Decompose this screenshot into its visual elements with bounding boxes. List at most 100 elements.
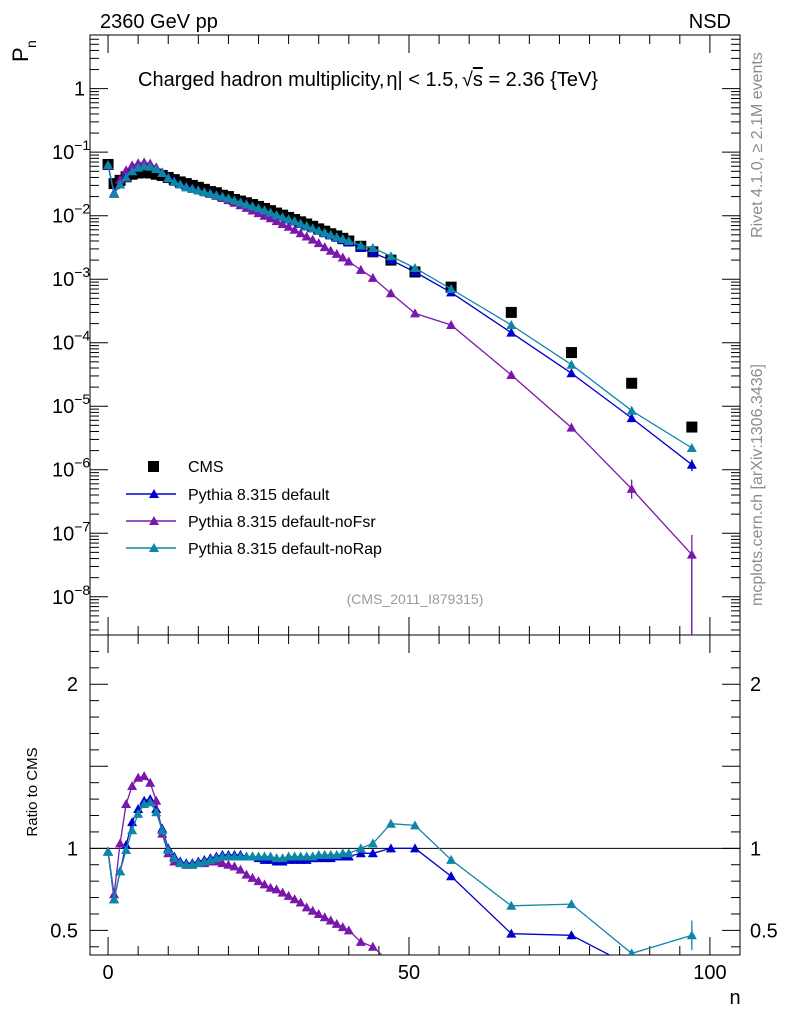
ratio-point-pythia-8-315-default-norap xyxy=(163,844,174,854)
y-tick-label-base: 10 xyxy=(52,269,74,291)
point-pythia-8-315-default-norap xyxy=(289,216,300,226)
point-cms xyxy=(686,421,698,433)
legend-marker-nofsr xyxy=(149,516,159,525)
ratio-point-pythia-8-315-default-nofsr xyxy=(289,894,300,904)
rivet-version-label: Rivet 4.1.0, ≥ 2.1M events xyxy=(749,52,766,238)
point-pythia-8-315-default-norap xyxy=(283,214,294,224)
legend-marker-norap xyxy=(149,543,159,552)
legend-label-cms: CMS xyxy=(188,459,224,476)
point-pythia-8-315-default-norap xyxy=(229,195,240,205)
plot-title-eta: η xyxy=(386,69,397,91)
point-pythia-8-315-default-norap xyxy=(410,263,420,273)
y-tick-label: 1 xyxy=(74,79,85,101)
legend-label-norap: Pythia 8.315 default-noRap xyxy=(188,541,382,558)
point-pythia-8-315-default-nofsr xyxy=(446,320,457,330)
point-pythia-8-315-default-norap xyxy=(355,240,366,250)
y-tick-label-base: 10 xyxy=(52,460,74,482)
ratio-point-pythia-8-315-default-nofsr xyxy=(247,872,258,882)
y-tick-label-exp: −2 xyxy=(74,201,90,217)
point-pythia-8-315-default xyxy=(626,413,637,423)
point-cms xyxy=(144,167,156,179)
ratio-y-tick-label-right: 2 xyxy=(750,674,761,696)
y-tick-label-exp: −3 xyxy=(74,264,90,280)
point-pythia-8-315-default-nofsr xyxy=(289,224,300,234)
mcplots-label: mcplots.cern.ch [arXiv:1306.3436] xyxy=(749,364,766,606)
ratio-point-pythia-8-315-default-nofsr xyxy=(325,915,336,925)
ratio-point-pythia-8-315-default-nofsr xyxy=(295,897,306,907)
point-pythia-8-315-default-norap xyxy=(205,188,216,198)
point-pythia-8-315-default-nofsr xyxy=(121,165,132,175)
ratio-point-pythia-8-315-default-nofsr xyxy=(235,864,246,874)
point-pythia-8-315-default-norap xyxy=(686,442,697,452)
ratio-point-pythia-8-315-default-norap xyxy=(385,818,396,828)
plot-title-text: Charged hadron multiplicity, xyxy=(138,69,384,91)
ratio-point-pythia-8-315-default-norap xyxy=(109,894,120,904)
point-pythia-8-315-default-norap xyxy=(313,225,324,235)
ratio-point-pythia-8-315-default-nofsr xyxy=(229,861,240,871)
point-pythia-8-315-default-norap xyxy=(115,179,126,189)
y-tick-label: 10−1 xyxy=(52,137,90,164)
ratio-data-marks xyxy=(103,771,697,955)
point-pythia-8-315-default-norap xyxy=(301,220,312,230)
point-pythia-8-315-default xyxy=(367,247,378,257)
ratio-panel-frame xyxy=(89,634,741,956)
plot-title-energy: = 2.36 {TeV} xyxy=(483,69,598,91)
ratio-point-pythia-8-315-default-norap xyxy=(265,851,276,861)
point-pythia-8-315-default-norap xyxy=(265,207,276,217)
ratio-point-pythia-8-315-default-norap xyxy=(175,858,186,868)
point-pythia-8-315-default-norap xyxy=(145,161,156,171)
ratio-point-pythia-8-315-default-norap xyxy=(506,900,517,910)
point-pythia-8-315-default-norap xyxy=(566,359,577,369)
ratio-point-pythia-8-315-default-nofsr xyxy=(127,780,138,790)
ratio-point-pythia-8-315-default-nofsr xyxy=(337,922,348,932)
ratio-point-pythia-8-315-default-nofsr xyxy=(313,908,324,918)
ratio-point-pythia-8-315-default-nofsr xyxy=(241,869,252,879)
ratio-point-pythia-8-315-default-norap xyxy=(157,825,168,835)
ratio-point-pythia-8-315-default-norap xyxy=(115,866,126,876)
ratio-point-pythia-8-315-default-nofsr xyxy=(283,890,294,900)
ratio-y-tick-label-right: 1 xyxy=(750,838,761,860)
ratio-axes: 0 50 100 0.5 0.5 1 1 2 2 xyxy=(50,634,778,984)
ratio-point-pythia-8-315-default-nofsr xyxy=(301,902,312,912)
point-pythia-8-315-default-norap xyxy=(259,205,270,215)
point-pythia-8-315-default-norap xyxy=(235,197,246,207)
point-pythia-8-315-default-nofsr xyxy=(295,228,306,238)
x-tick-label: 50 xyxy=(398,962,420,984)
y-tick-label-exp: −1 xyxy=(74,137,90,153)
legend-label-nofsr: Pythia 8.315 default-noFsr xyxy=(188,514,376,531)
main-data-marks xyxy=(102,157,698,635)
point-pythia-8-315-default-nofsr xyxy=(265,213,276,223)
point-pythia-8-315-default-nofsr xyxy=(686,549,697,559)
ratio-point-pythia-8-315-default xyxy=(385,843,396,853)
legend-entry-norap: Pythia 8.315 default-noRap xyxy=(126,541,382,558)
plot-title-s: s xyxy=(473,69,483,91)
collision-label: 2360 GeV pp xyxy=(100,11,218,33)
point-pythia-8-315-default-norap xyxy=(211,190,222,200)
point-pythia-8-315-default-norap xyxy=(253,203,264,213)
point-pythia-8-315-default-nofsr xyxy=(566,422,577,432)
point-pythia-8-315-default-norap xyxy=(181,182,192,192)
point-pythia-8-315-default-norap xyxy=(127,166,138,176)
ratio-point-pythia-8-315-default-norap xyxy=(566,899,577,909)
point-pythia-8-315-default-nofsr xyxy=(283,221,294,231)
point-pythia-8-315-default-norap xyxy=(193,185,204,195)
ratio-point-pythia-8-315-default-norap xyxy=(446,854,457,864)
plot-title: Charged hadron multiplicity, η| < 1.5, √s … xyxy=(138,69,598,91)
ratio-line-pythia-8-315-default-norap xyxy=(107,801,693,955)
point-pythia-8-315-default-nofsr xyxy=(385,288,396,298)
point-pythia-8-315-default-nofsr xyxy=(301,231,312,241)
line-pythia-8-315-default-norap xyxy=(107,164,693,449)
x-tick-label: 0 xyxy=(102,962,113,984)
ratio-point-pythia-8-315-default-nofsr xyxy=(121,799,132,809)
point-pythia-8-315-default-norap xyxy=(626,405,637,415)
ratio-point-pythia-8-315-default xyxy=(410,843,420,853)
ratio-y-tick-label-left: 1 xyxy=(67,838,78,860)
point-pythia-8-315-default-norap xyxy=(163,173,174,183)
y-tick-label-base: 10 xyxy=(52,333,74,355)
point-pythia-8-315-default xyxy=(686,459,697,469)
point-pythia-8-315-default-norap xyxy=(319,227,330,237)
y-tick-label-exp: −5 xyxy=(74,391,90,407)
ratio-y-tick-label-right: 0.5 xyxy=(750,920,778,942)
y-tick-label-exp: −6 xyxy=(74,455,90,471)
y-tick-label-base: 10 xyxy=(52,142,74,164)
